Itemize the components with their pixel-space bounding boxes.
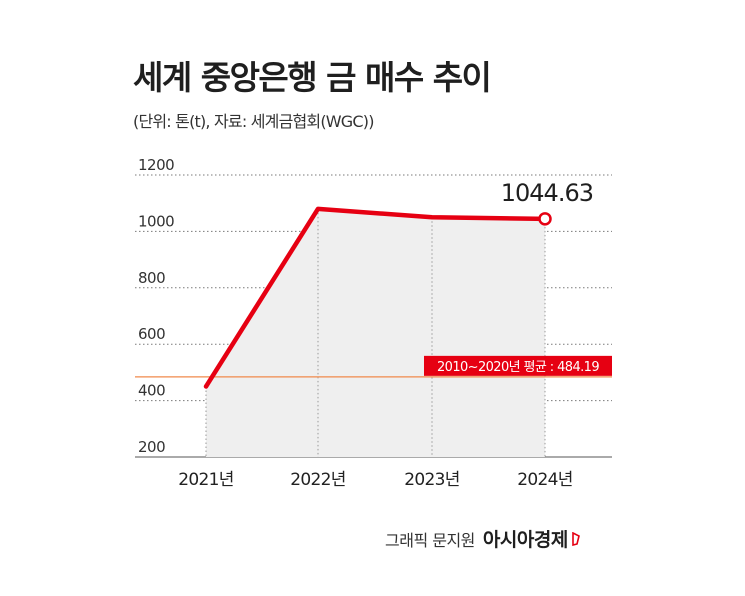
last-value-label: 1044.63 — [501, 179, 593, 207]
credit-brand: 아시아경제 — [482, 529, 568, 551]
chart-subtitle: (단위: 톤(t), 자료: 세계금협회(WGC)) — [133, 112, 374, 131]
last-point-marker — [538, 212, 552, 226]
x-tick-label: 2021년 — [178, 470, 233, 490]
credit-author: 그래픽 문지원 — [385, 531, 475, 550]
series-area — [206, 208, 545, 457]
chart-title: 세계 중앙은행 금 매수 추이 — [133, 58, 492, 97]
series-line — [203, 206, 548, 389]
y-tick-label: 800 — [138, 269, 165, 287]
series-line-group — [203, 206, 552, 389]
y-tick-label: 200 — [138, 438, 165, 456]
area-layer — [205, 208, 546, 457]
y-tick-label: 1000 — [138, 212, 174, 230]
y-tick-label: 1200 — [138, 156, 174, 174]
x-tick-label: 2023년 — [404, 470, 459, 490]
x-tick-label: 2022년 — [290, 470, 345, 490]
y-tick-label: 600 — [138, 325, 165, 343]
label-layer: 1200 1000 800 600 400 200 1044.63 2021년 2022년 202… — [138, 156, 594, 490]
reference-label: 2010~2020년 평균 : 484.19 — [437, 360, 599, 375]
credit: 그래픽 문지원 아시아경제 — [385, 525, 581, 552]
x-tick-label: 2024년 — [517, 470, 572, 490]
brand-logo-icon — [572, 532, 580, 546]
y-tick-label: 400 — [138, 382, 165, 400]
reference-label-box — [424, 355, 612, 376]
